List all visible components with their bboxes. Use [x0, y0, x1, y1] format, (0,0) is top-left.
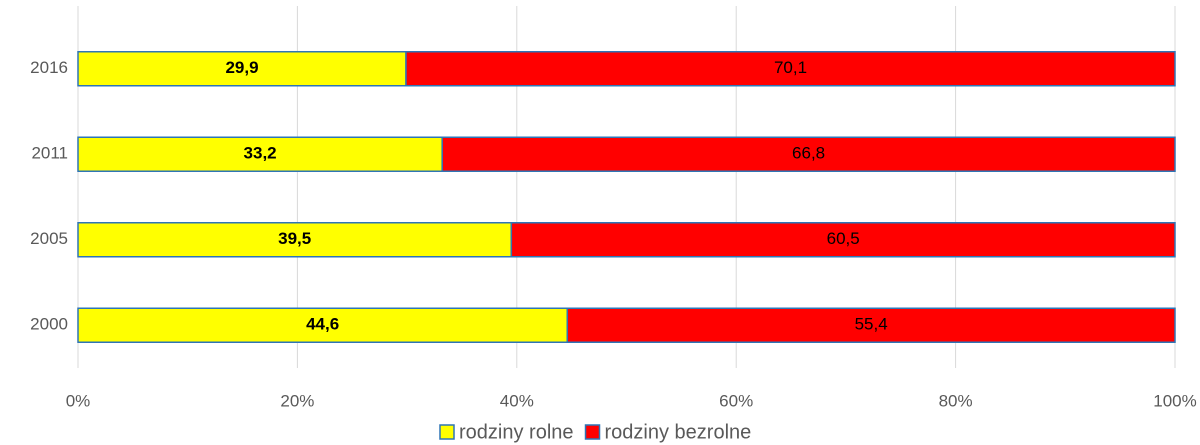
bar-segment [566, 307, 1176, 343]
bar-segment [405, 51, 1176, 87]
data-label: 70,1 [774, 58, 807, 77]
legend-swatch [439, 424, 455, 440]
x-tick-label: 60% [719, 391, 753, 410]
bar-segment [77, 222, 513, 258]
y-tick-label: 2016 [30, 58, 68, 77]
data-label: 66,8 [792, 144, 825, 163]
data-label: 60,5 [827, 229, 860, 248]
x-tick-label: 100% [1153, 391, 1196, 410]
x-tick-label: 80% [939, 391, 973, 410]
data-label: 33,2 [244, 144, 277, 163]
bar-segment [441, 136, 1176, 172]
data-label: 44,6 [306, 315, 339, 334]
legend-swatch [584, 424, 601, 440]
legend-label: rodziny rolne [459, 421, 574, 443]
y-tick-label: 2000 [30, 315, 68, 334]
x-tick-label: 0% [66, 391, 91, 410]
x-tick-label: 20% [280, 391, 314, 410]
data-label: 39,5 [278, 229, 311, 248]
data-label: 29,9 [225, 58, 258, 77]
bar-segment [77, 307, 569, 343]
bar-segment [77, 51, 407, 87]
data-label: 55,4 [855, 315, 888, 334]
bar-segment [510, 222, 1176, 258]
y-tick-label: 2011 [31, 144, 68, 163]
legend-label: rodziny bezrolne [605, 421, 752, 443]
x-tick-label: 40% [500, 391, 534, 410]
y-tick-label: 2005 [30, 229, 68, 248]
